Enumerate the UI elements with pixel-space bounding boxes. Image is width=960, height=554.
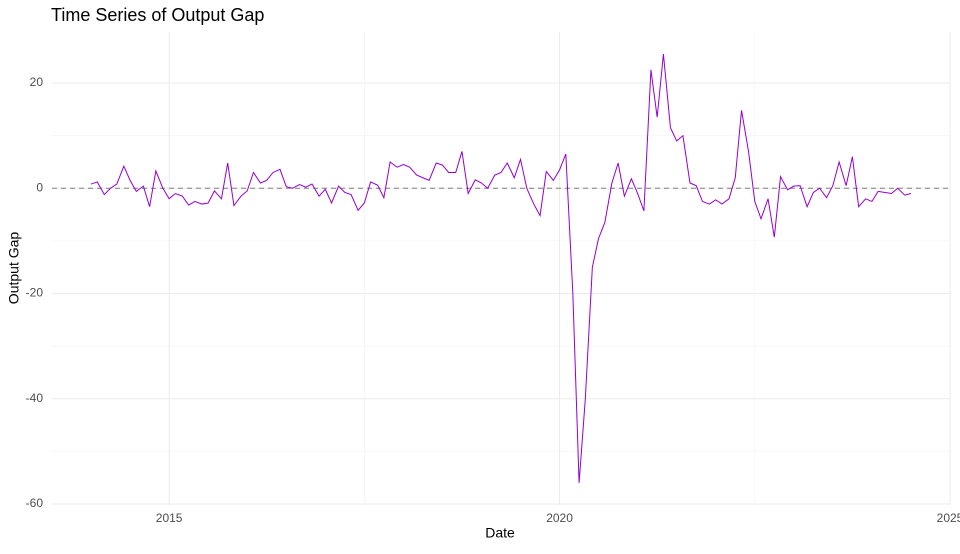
- grid: [52, 32, 951, 505]
- x-tick-label: 2025: [937, 511, 960, 525]
- x-tick-label: 2015: [156, 511, 183, 525]
- y-tick-label: -40: [26, 391, 44, 405]
- data-line: [90, 54, 912, 483]
- x-tick-label: 2020: [546, 511, 573, 525]
- x-axis-label: Date: [485, 525, 515, 541]
- y-tick-label: 20: [30, 75, 44, 89]
- y-tick-label: -20: [26, 286, 44, 300]
- y-tick-label: 0: [36, 180, 43, 194]
- chart-title: Time Series of Output Gap: [51, 5, 264, 25]
- y-tick-label: -60: [26, 496, 44, 510]
- y-axis-label: Output Gap: [6, 232, 22, 305]
